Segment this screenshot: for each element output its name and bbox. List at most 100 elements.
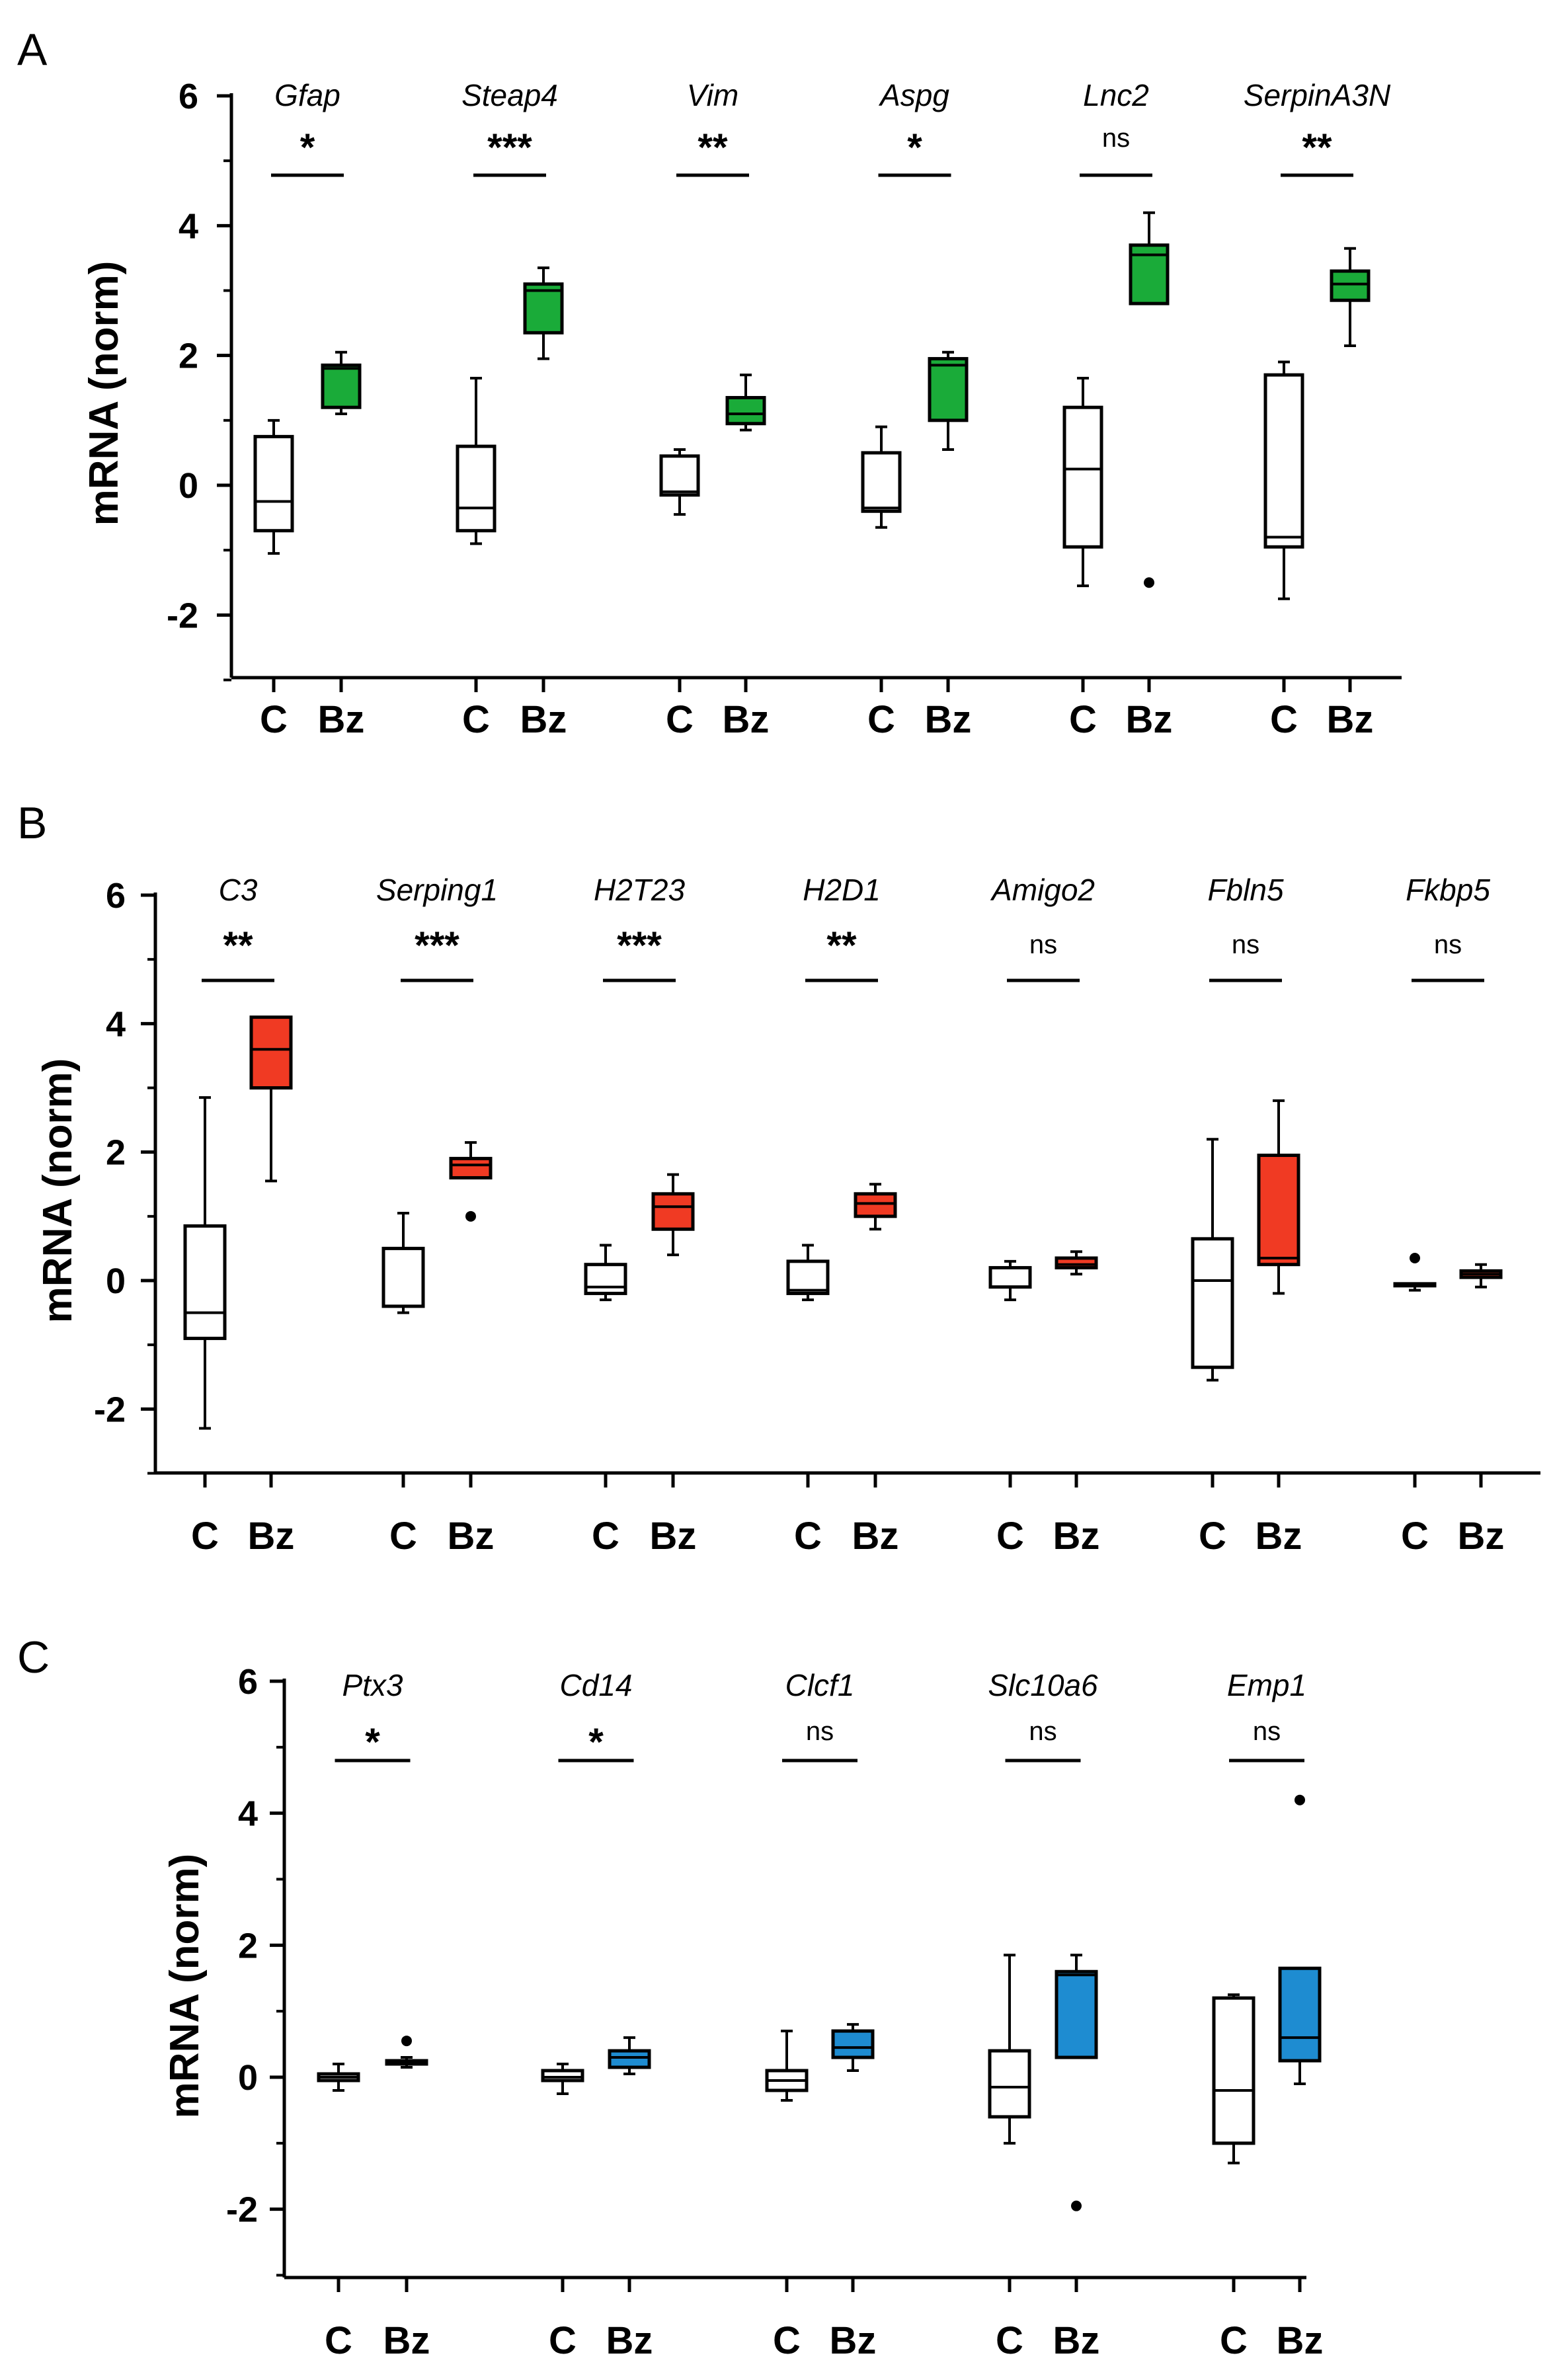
gene-group-serping1: Serping1 *** C Bz (376, 873, 498, 1558)
bz-box (1330, 269, 1371, 302)
gene-group-serpina3n: SerpinA3N ** C Bz (1244, 78, 1391, 741)
x-category-label: C (666, 698, 694, 741)
bz-outlier-point (1144, 577, 1154, 588)
x-category-label: C (191, 1515, 219, 1558)
y-tick-label: 2 (179, 337, 198, 376)
y-axis-label: mRNA (norm) (81, 261, 127, 526)
bz-box (1055, 1256, 1098, 1270)
significance-label: ** (1302, 126, 1332, 169)
control-box (381, 1246, 425, 1308)
panel-c: C 6 4 2 0 -2 mRNA (norm) Ptx3 * C Bz Cd14 * C Bz Clcf1 n… (17, 1632, 1323, 2362)
gene-name: SerpinA3N (1244, 78, 1391, 112)
x-category-label: Bz (830, 2319, 877, 2362)
control-box (659, 454, 700, 497)
x-category-label: Bz (520, 698, 567, 741)
gene-group-vim: Vim ** C Bz (659, 78, 770, 741)
significance-label: ** (223, 924, 253, 967)
x-category-label: Bz (1327, 698, 1374, 741)
gene-group-h2d1: H2D1 ** C Bz (786, 873, 898, 1558)
panel-label-a: A (17, 24, 48, 75)
gene-name: Amigo2 (990, 873, 1095, 907)
gene-group-cd14: Cd14 * C Bz (541, 1668, 653, 2362)
gene-group-emp1: Emp1 ns C Bz (1212, 1668, 1324, 2362)
x-category-label: Bz (1053, 1515, 1100, 1558)
gene-name: Ptx3 (342, 1668, 403, 1702)
bz-box (1257, 1154, 1300, 1267)
x-category-label: Bz (1458, 1515, 1505, 1558)
x-category-label: C (794, 1515, 822, 1558)
x-category-label: C (996, 2319, 1023, 2362)
bz-box (831, 2029, 875, 2059)
x-category-label: C (1401, 1515, 1429, 1558)
y-tick-label: 6 (238, 1662, 258, 1702)
x-category-label: C (1199, 1515, 1226, 1558)
y-axis-label: mRNA (norm) (162, 1854, 208, 2119)
gene-group-h2t23: H2T23 *** C Bz (584, 873, 696, 1558)
gene-name: Vim (687, 78, 738, 112)
gene-group-c3: C3 ** C Bz (183, 873, 295, 1558)
gene-name: Lnc2 (1083, 78, 1149, 112)
y-tick-label: 0 (238, 2058, 258, 2098)
bz-box (523, 282, 564, 335)
x-category-label: Bz (1256, 1515, 1302, 1558)
gene-group-fbln5: Fbln5 ns C Bz (1191, 873, 1302, 1558)
control-box (988, 1266, 1032, 1289)
control-outlier-point (1410, 1252, 1420, 1263)
x-category-label: C (260, 698, 288, 741)
gene-name: Emp1 (1227, 1668, 1306, 1702)
bz-outlier-point (401, 2036, 412, 2047)
bz-box (608, 2049, 651, 2069)
significance-label: * (907, 126, 922, 169)
bz-box (449, 1156, 493, 1180)
gene-group-fkbp5: Fkbp5 ns C Bz (1393, 873, 1505, 1558)
x-category-label: C (867, 698, 895, 741)
panel-label-b: B (17, 798, 47, 848)
control-box (988, 2049, 1031, 2119)
y-tick-label: 6 (106, 876, 126, 916)
significance-label: * (300, 126, 315, 169)
gene-name: H2T23 (594, 873, 685, 907)
x-category-label: Bz (606, 2319, 653, 2362)
significance-label: *** (617, 924, 662, 967)
significance-label: ** (826, 924, 857, 967)
gene-group-ptx3: Ptx3 * C Bz (317, 1668, 430, 2362)
control-box (456, 444, 497, 533)
gene-name: C3 (219, 873, 258, 907)
x-category-label: C (462, 698, 490, 741)
x-category-label: Bz (723, 698, 770, 741)
control-box (1263, 373, 1304, 549)
gene-group-steap4: Steap4 *** C Bz (456, 78, 567, 741)
bz-box (928, 357, 969, 422)
bz-outlier-point (1295, 1794, 1305, 1805)
y-tick-label: 0 (179, 466, 198, 506)
bz-outlier-point (1071, 2200, 1082, 2211)
gene-name: Fbln5 (1207, 873, 1283, 907)
x-category-label: C (1220, 2319, 1248, 2362)
y-tick-label: -2 (226, 2190, 258, 2230)
y-tick-label: 4 (238, 1794, 258, 1834)
gene-name: Serping1 (376, 873, 498, 907)
x-category-label: Bz (1277, 2319, 1324, 2362)
x-category-label: Bz (248, 1515, 295, 1558)
bz-box (651, 1192, 695, 1231)
significance-label: ns (1232, 930, 1259, 959)
y-tick-label: 2 (238, 1926, 258, 1965)
control-box (1062, 405, 1103, 549)
x-category-label: Bz (383, 2319, 430, 2362)
significance-label: ns (1029, 930, 1057, 959)
bz-box (249, 1015, 293, 1090)
gene-name: Gfap (274, 78, 340, 112)
y-tick-label: 4 (106, 1004, 126, 1044)
gene-name: Slc10a6 (988, 1668, 1098, 1702)
x-category-label: C (1270, 698, 1298, 741)
control-box (541, 2069, 584, 2082)
x-category-label: Bz (318, 698, 365, 741)
y-axis-label: mRNA (norm) (35, 1058, 81, 1324)
control-box (786, 1259, 830, 1295)
y-tick-label: 2 (106, 1133, 126, 1173)
gene-name: Fkbp5 (1406, 873, 1490, 907)
control-box (584, 1263, 627, 1295)
significance-label: * (588, 1721, 604, 1764)
